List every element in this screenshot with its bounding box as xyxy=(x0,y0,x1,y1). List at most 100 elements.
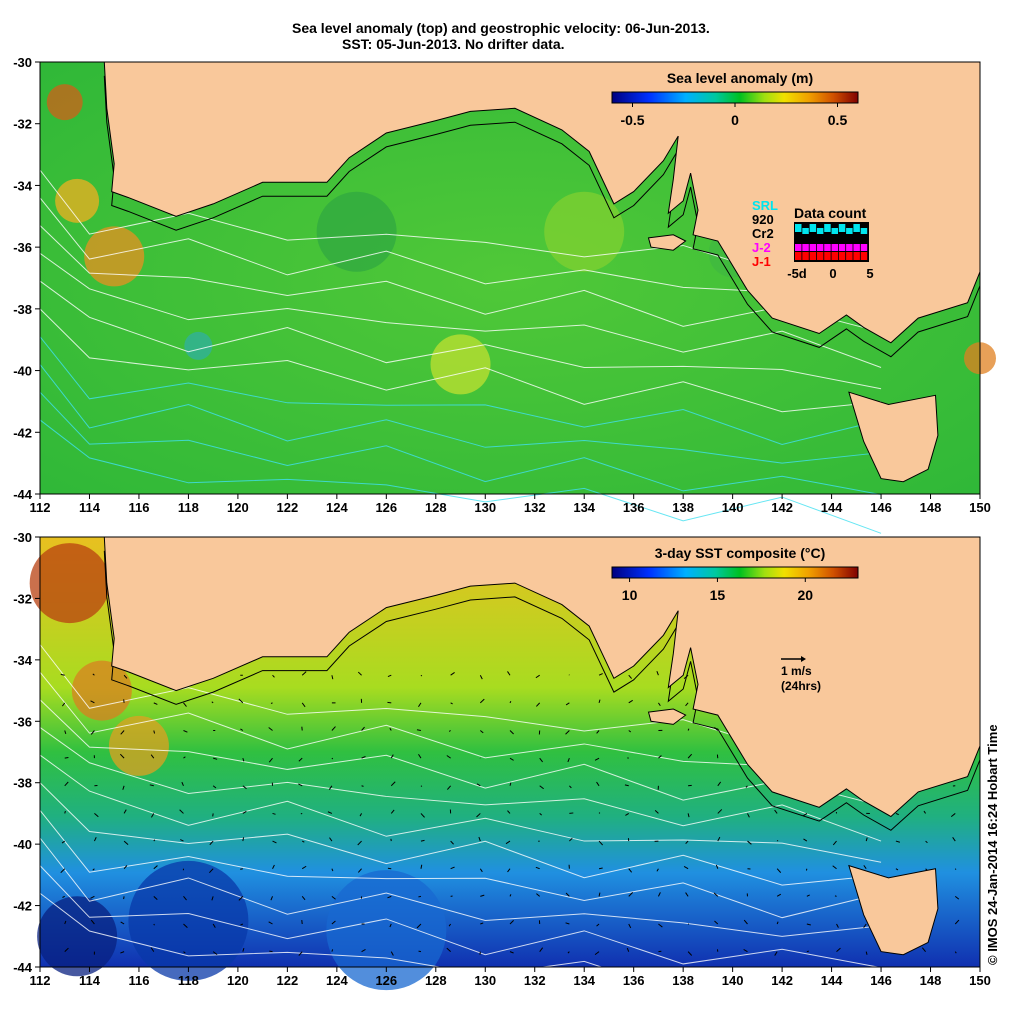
lon-tick-label: 114 xyxy=(79,973,101,988)
sst-feature xyxy=(128,860,249,981)
lon-tick-label: 120 xyxy=(227,500,249,515)
velocity-arrow xyxy=(361,948,366,953)
velocity-arrow xyxy=(658,702,661,707)
sea-level-anomaly-map: 112 114 116 118 120 122 124 126 128 130 132 134 136 1… xyxy=(13,55,996,534)
velocity-arrow xyxy=(628,699,633,704)
velocity-arrow xyxy=(776,893,782,897)
velocity-arrow xyxy=(569,785,572,789)
data-count-bar-j2 xyxy=(853,244,860,251)
velocity-arrow xyxy=(535,674,540,679)
velocity-arrow xyxy=(565,922,570,925)
velocity-arrow xyxy=(328,785,333,790)
velocity-arrow xyxy=(747,813,750,818)
velocity-arrow xyxy=(387,674,392,678)
velocity-arrow xyxy=(331,895,336,900)
velocity-arrow xyxy=(272,864,275,869)
lat-tick-label: -30 xyxy=(13,530,32,545)
velocity-arrow xyxy=(863,923,867,928)
velocity-arrow xyxy=(687,951,693,956)
velocity-arrow xyxy=(683,866,689,870)
velocity-arrow xyxy=(954,919,960,925)
data-count-bar-srl xyxy=(838,224,846,232)
sla-anomaly-blob xyxy=(84,226,145,287)
velocity-arrow xyxy=(123,865,128,870)
velocity-arrow xyxy=(596,781,600,787)
velocity-arrow xyxy=(747,840,752,845)
velocity-arrow xyxy=(745,785,748,788)
velocity-arrow xyxy=(268,757,273,763)
data-count-bar-srl xyxy=(802,228,809,234)
colorbar-tick-label: 0.5 xyxy=(828,112,848,128)
velocity-arrow xyxy=(418,895,422,898)
velocity-arrow xyxy=(624,784,629,787)
lon-tick-label: 126 xyxy=(375,500,397,515)
velocity-arrow xyxy=(539,757,544,763)
velocity-arrow xyxy=(301,671,307,676)
velocity-arrow xyxy=(802,813,808,817)
velocity-arrow xyxy=(272,674,275,678)
velocity-arrow xyxy=(685,702,689,707)
data-count-bar-srl xyxy=(809,224,817,232)
velocity-arrow xyxy=(539,947,544,952)
velocity-arrow xyxy=(628,730,632,733)
colorbar-label: 3-day SST composite (°C) xyxy=(655,545,826,561)
australia-land xyxy=(40,61,981,344)
sla-anomaly-blob xyxy=(184,331,213,360)
sst-feature xyxy=(29,543,110,624)
lon-tick-label: 124 xyxy=(326,500,348,515)
data-count-bar-j1 xyxy=(838,252,846,260)
sla-anomaly-blob xyxy=(46,84,83,121)
velocity-arrow xyxy=(61,702,66,707)
velocity-arrow xyxy=(865,837,868,842)
velocity-arrow xyxy=(594,757,600,761)
contour-line xyxy=(39,225,882,333)
contour-line xyxy=(39,782,882,886)
lon-tick-label: 142 xyxy=(771,500,793,515)
colorbar-tick-label: 10 xyxy=(622,587,638,603)
velocity-arrow xyxy=(357,868,362,873)
data-count-axis-label: 5 xyxy=(866,266,873,281)
data-count-bar-srl xyxy=(831,228,838,234)
velocity-arrow xyxy=(952,837,956,842)
velocity-arrow xyxy=(596,730,600,734)
velocity-arrow xyxy=(925,840,928,844)
velocity-arrow xyxy=(298,757,303,762)
velocity-arrow xyxy=(420,839,425,842)
velocity-arrow xyxy=(213,757,218,760)
velocity-arrow xyxy=(509,730,514,735)
velocity-arrow xyxy=(387,701,392,704)
lat-tick-label: -34 xyxy=(13,178,33,193)
colorbar-label: Sea level anomaly (m) xyxy=(667,70,813,86)
lat-tick-label: -44 xyxy=(13,487,33,502)
velocity-arrow xyxy=(536,893,541,897)
velocity-arrow xyxy=(717,781,722,787)
colorbar-tick-label: 0 xyxy=(731,112,739,128)
velocity-arrow xyxy=(123,809,127,814)
lon-tick-label: 122 xyxy=(277,500,299,515)
velocity-arrow xyxy=(714,920,719,925)
velocity-arrow xyxy=(836,947,841,953)
lat-tick-label: -40 xyxy=(13,364,32,379)
lon-tick-label: 138 xyxy=(672,500,694,515)
velocity-arrow xyxy=(389,727,392,731)
velocity-arrow xyxy=(212,951,218,956)
data-source-label: Cr2 xyxy=(752,226,774,241)
velocity-arrow xyxy=(832,865,837,870)
velocity-arrow xyxy=(598,867,603,870)
figure-title-line2: SST: 05-Jun-2013. No drifter data. xyxy=(342,36,565,52)
lon-tick-label: 144 xyxy=(821,973,843,988)
data-count-bar-srl xyxy=(824,224,831,232)
velocity-arrow xyxy=(598,892,601,897)
lon-tick-label: 136 xyxy=(623,973,645,988)
velocity-arrow xyxy=(416,923,422,929)
velocity-arrow xyxy=(64,810,66,814)
velocity-arrow xyxy=(717,809,723,814)
velocity-arrow xyxy=(183,951,186,954)
tasmania-land xyxy=(848,391,939,483)
data-count-bar-j1 xyxy=(795,252,802,260)
velocity-arrow xyxy=(507,868,511,873)
velocity-arrow xyxy=(505,840,511,845)
sst-feature xyxy=(326,870,447,991)
data-count-bar-srl xyxy=(853,224,860,232)
lon-tick-label: 128 xyxy=(425,500,447,515)
